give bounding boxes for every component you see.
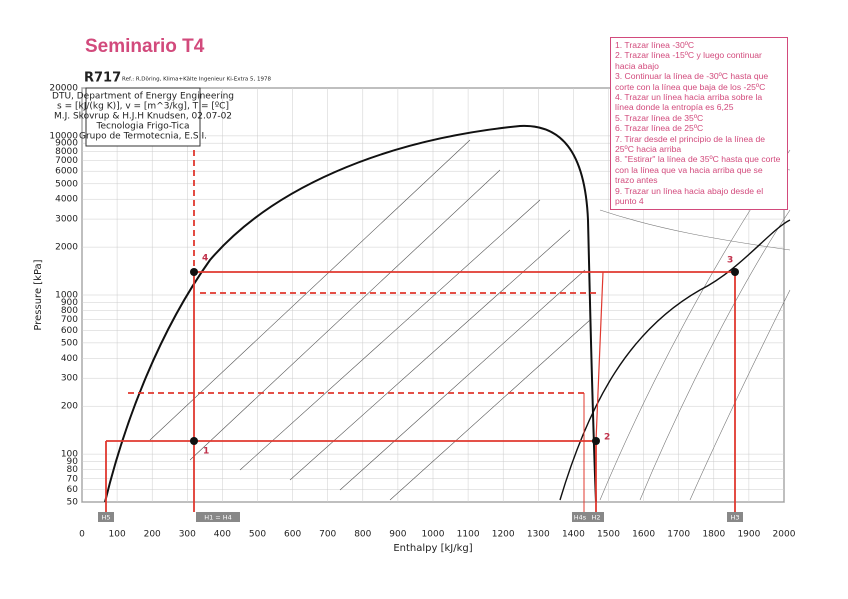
x-tick-label: 1700	[667, 530, 690, 540]
y-axis-label: Pressure [kPa]	[33, 259, 44, 330]
h-label-box	[572, 512, 588, 522]
instruction: 4. Trazar un línea hacia arriba sobre la…	[615, 92, 763, 113]
h-label: H3	[730, 514, 739, 522]
info-line: Tecnologia Frigo-Tica	[96, 122, 190, 132]
instruction: 5. Trazar línea de 35ºC	[615, 112, 704, 123]
instruction: 6. Trazar línea de 25ºC	[615, 123, 704, 134]
info-line: M.J. Skovrup & H.J.H Knudsen, 02.07-02	[54, 112, 232, 122]
y-tick-label: 800	[61, 306, 78, 316]
instruction: 9. Trazar un línea hacia abajo desde el …	[615, 185, 764, 207]
y-tick-label: 700	[61, 315, 78, 325]
y-tick-label: 500	[61, 338, 78, 348]
y-tick-label: 70	[67, 474, 79, 484]
y-tick-label: 600	[61, 326, 78, 336]
x-tick-label: 500	[249, 530, 266, 540]
point-label: 3	[727, 256, 733, 266]
h-label-box	[196, 512, 240, 522]
h-label-box	[98, 512, 114, 522]
x-axis-label: Enthalpy [kJ/kg]	[393, 543, 472, 554]
x-tick-label: 1500	[597, 530, 620, 540]
y-tick-label: 10000	[49, 131, 78, 141]
point-label: 1	[203, 447, 209, 457]
x-tick-label: 2000	[773, 530, 796, 540]
x-tick-label: 600	[284, 530, 301, 540]
slide-title: Seminario T4	[85, 36, 205, 57]
y-tick-label: 900	[61, 298, 78, 308]
y-tick-label: 4000	[55, 195, 78, 205]
y-tick-label: 20000	[49, 84, 78, 94]
point-marker	[731, 268, 739, 276]
h-label-box	[727, 512, 743, 522]
y-tick-label: 9000	[55, 139, 78, 149]
x-tick-label: 1100	[457, 530, 480, 540]
h-label: H5	[101, 514, 110, 522]
x-tick-label: 400	[214, 530, 231, 540]
y-tick-label: 200	[61, 402, 78, 412]
h-label-box	[588, 512, 604, 522]
y-tick-label: 3000	[55, 215, 78, 225]
x-tick-label: 800	[354, 530, 371, 540]
h-label: H4s	[574, 514, 587, 522]
instruction: 1. Trazar línea -30ºC	[615, 40, 695, 50]
x-tick-label: 200	[144, 530, 161, 540]
y-tick-label: 50	[67, 498, 79, 508]
x-tick-label: 1300	[527, 530, 550, 540]
y-tick-label: 2000	[55, 243, 78, 253]
x-tick-label: 300	[179, 530, 196, 540]
info-line: s = [kJ/(kg K)], v = [m^3/kg], T = [ºC]	[57, 102, 229, 112]
chart-reference: Ref.: R.Döring, Klima+Kälte Ingenieur Ki…	[122, 77, 272, 83]
x-tick-label: 1400	[562, 530, 585, 540]
cycle-points	[190, 268, 739, 445]
point-label: 4	[202, 254, 208, 264]
y-tick-label: 300	[61, 374, 78, 384]
instruction: 7. Tirar desde el principio de la línea …	[615, 133, 766, 155]
instruction: 3. Continuar la línea de -30ºC hasta que…	[615, 71, 769, 92]
x-tick-label: 1200	[492, 530, 515, 540]
h-label: H1 = H4	[204, 514, 232, 522]
y-tick-label: 7000	[55, 156, 78, 166]
y-tick-label: 90	[67, 457, 79, 467]
info-box	[85, 87, 201, 147]
instruction: 8. "Estirar" la línea de 35ºC hasta que …	[615, 154, 781, 186]
point-marker	[592, 437, 600, 445]
point-marker	[190, 268, 198, 276]
x-tick-label: 900	[389, 530, 406, 540]
y-tick-label: 400	[61, 354, 78, 364]
chart-header: R717	[84, 71, 121, 86]
x-tick-label: 1800	[702, 530, 725, 540]
instruction: 2. Trazar línea -15ºC y luego continuar …	[615, 50, 762, 71]
instructions-box: 1. Trazar línea -30ºC 2. Trazar línea -15…	[610, 37, 788, 210]
info-line: DTU, Department of Energy Engineering	[52, 92, 234, 102]
point-marker	[190, 437, 198, 445]
info-line: Grupo de Termotecnia, E.S.I.	[79, 132, 207, 142]
y-tick-label: 6000	[55, 167, 78, 177]
property-curves	[104, 124, 791, 503]
y-tick-label: 1000	[55, 291, 78, 301]
x-tick-label: 0	[79, 530, 85, 540]
x-tick-label: 1600	[632, 530, 655, 540]
cycle-lines	[105, 140, 736, 512]
x-tick-label: 100	[109, 530, 126, 540]
x-tick-label: 1900	[737, 530, 760, 540]
h-label: H2	[591, 514, 600, 522]
y-tick-label: 100	[61, 450, 78, 460]
y-tick-label: 60	[67, 485, 79, 495]
y-tick-label: 80	[67, 465, 79, 475]
y-tick-label: 8000	[55, 147, 78, 157]
x-tick-label: 700	[319, 530, 336, 540]
y-tick-label: 5000	[55, 179, 78, 189]
point-label: 2	[604, 433, 610, 443]
x-tick-label: 1000	[422, 530, 445, 540]
